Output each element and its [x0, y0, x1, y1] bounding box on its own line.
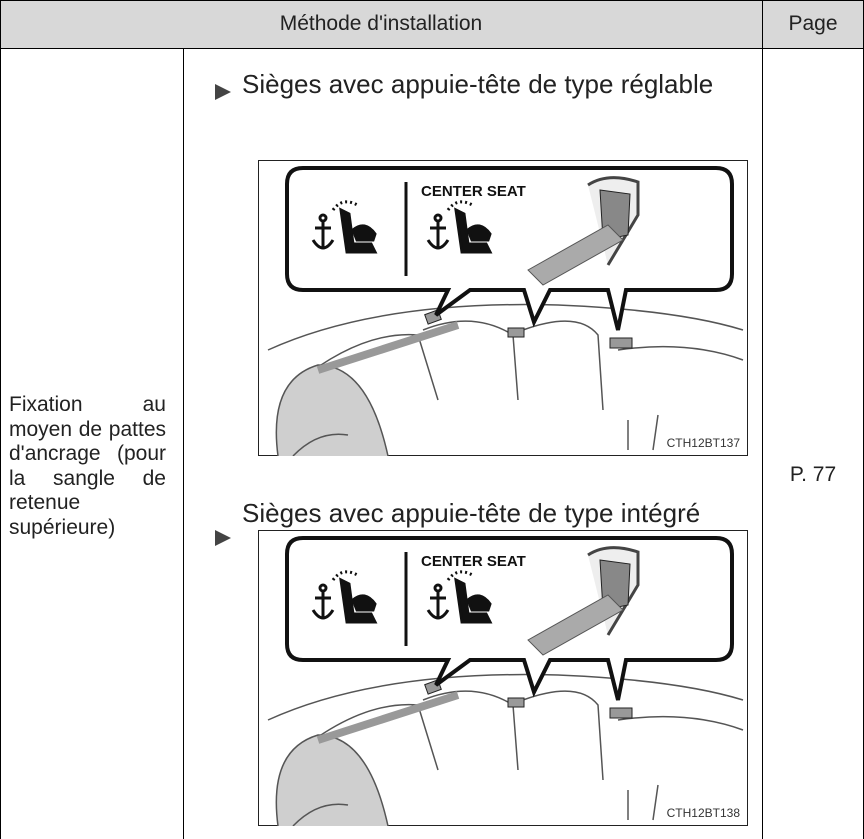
anchor-detail — [527, 176, 640, 286]
isofix-icon — [426, 570, 493, 624]
figure: CENTER SEAT CTH12BT137 — [258, 160, 748, 456]
car-interior — [267, 303, 744, 456]
border — [0, 0, 1, 839]
anchor — [609, 707, 633, 719]
header-page: Page — [788, 12, 838, 35]
header-background — [0, 0, 864, 48]
figure-caption: CENTER SEAT — [421, 553, 526, 570]
isofix-icon — [426, 200, 493, 254]
figure-code: CTH12BT138 — [667, 806, 741, 820]
figure: CENTER SEAT CTH12BT138 — [258, 530, 748, 826]
header-method: Méthode d'installation — [279, 12, 483, 35]
border — [762, 0, 763, 839]
page-ref: P. 77 — [789, 463, 837, 486]
item-label: Sièges avec appuie-tête de type réglable — [242, 69, 714, 99]
figure-code: CTH12BT137 — [667, 436, 741, 450]
border — [0, 0, 864, 1]
anchor — [507, 697, 525, 708]
isofix-icon — [311, 570, 378, 624]
border — [0, 48, 864, 49]
bullet — [215, 84, 231, 100]
anchor — [507, 327, 525, 338]
anchor — [609, 337, 633, 349]
figure-caption: CENTER SEAT — [421, 183, 526, 200]
bullet — [215, 530, 231, 546]
item-label: Sièges avec appuie-tête de type intégré — [242, 498, 701, 528]
isofix-icon — [311, 200, 378, 254]
method-text: Fixation au moyen de pattes d'ancrage (p… — [9, 393, 166, 539]
anchor-detail — [527, 546, 640, 656]
border — [183, 48, 184, 839]
